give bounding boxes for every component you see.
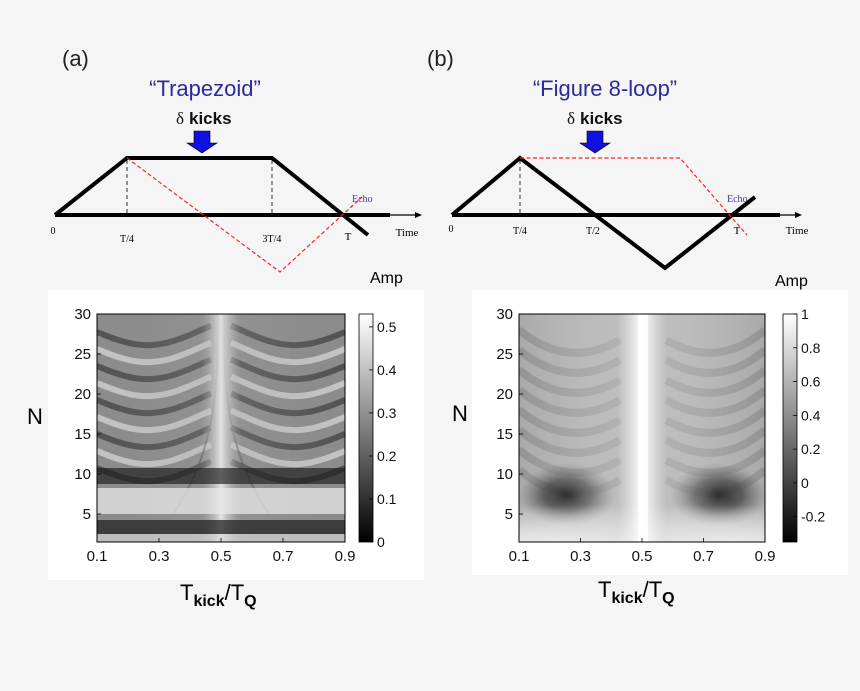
panel-b-colorbar	[782, 313, 798, 543]
colorbar-tick-0: 0	[377, 534, 385, 550]
colorbar-tick-0: 0	[801, 475, 809, 491]
panel-a-kicks-label: kicks	[189, 109, 232, 128]
panel-a-tick-3t4: 3T/4	[263, 234, 282, 245]
x-tick-0.1: 0.1	[87, 548, 108, 565]
panel-b-tick-t: T	[734, 225, 741, 237]
panel-b-tick-0: 0	[449, 224, 454, 235]
colorbar-tick-0.2: 0.2	[377, 448, 397, 464]
panel-b-tick-t2: T/2	[586, 226, 600, 237]
colorbar-tick-0.1: 0.1	[377, 491, 397, 507]
panel-a-heatmap	[97, 314, 345, 542]
panel-a-time-arrow-icon	[415, 212, 422, 218]
panel-a-echo-label: Echo	[352, 194, 373, 205]
y-tick-10: 10	[496, 466, 513, 483]
y-tick-20: 20	[496, 386, 513, 403]
panel-a-tick-0: 0	[51, 226, 56, 237]
x-tick-0.1: 0.1	[509, 548, 530, 565]
panel-a-colorbar	[358, 313, 374, 543]
y-tick-15: 15	[74, 426, 91, 443]
panel-a-kick-arrow-icon	[186, 130, 218, 154]
y-tick-10: 10	[74, 466, 91, 483]
panel-a-x-label-sub1: kick	[193, 593, 224, 610]
panel-b-x-label-sep: /T	[643, 577, 663, 602]
panel-a-x-label-sub2: Q	[244, 593, 256, 610]
x-tick-0.7: 0.7	[693, 548, 714, 565]
x-tick-0.7: 0.7	[273, 548, 294, 565]
y-tick-5: 5	[83, 506, 91, 523]
panel-b-time-arrow-icon	[795, 212, 802, 218]
panel-b-echo-label: Echo	[727, 194, 748, 205]
colorbar-tick-0.6: 0.6	[801, 374, 821, 390]
colorbar-tick--0.2: -0.2	[801, 509, 825, 525]
colorbar-tick-1: 1	[801, 306, 809, 322]
panel-b-x-label-main: T	[598, 577, 611, 602]
panel-b-colorbar-ticks: 1 0.8 0.6 0.4 0.2 0 -0.2	[793, 306, 825, 525]
x-tick-0.5: 0.5	[632, 548, 653, 565]
panel-a-x-label-sep: /T	[225, 580, 245, 605]
panel-a-x-label-main: T	[180, 580, 193, 605]
panel-b-delta: δ	[567, 109, 575, 128]
panel-a-colorbar-title: Amp	[370, 270, 403, 287]
y-tick-30: 30	[496, 306, 513, 323]
panel-b-x-label: Tkick/TQ	[598, 577, 675, 607]
panel-a-tick-t: T	[345, 231, 352, 243]
panel-b-heatmap	[519, 314, 765, 542]
x-tick-0.3: 0.3	[570, 548, 591, 565]
colorbar-tick-0.3: 0.3	[377, 405, 397, 421]
panel-b-time-label: Time	[786, 225, 809, 237]
y-tick-25: 25	[74, 346, 91, 363]
panel-b-echo-path	[520, 157, 748, 236]
colorbar-tick-0.4: 0.4	[377, 362, 397, 378]
panel-a-label: (a)	[62, 46, 89, 71]
panel-b-y-label: N	[452, 401, 468, 426]
x-tick-0.5: 0.5	[211, 548, 232, 565]
panel-a-trapezoid-path	[53, 156, 370, 237]
panel-a-title: “Trapezoid”	[149, 76, 261, 101]
panel-a-y-label: N	[27, 404, 43, 429]
panel-a-x-ticks: 0.1 0.3 0.5 0.7 0.9	[87, 538, 356, 565]
panel-b-tick-t4: T/4	[513, 226, 527, 237]
y-tick-15: 15	[496, 426, 513, 443]
panel-b-x-ticks: 0.1 0.3 0.5 0.7 0.9	[509, 538, 776, 565]
panel-b-figure8-path	[450, 155, 757, 271]
panel-a-delta: δ	[176, 109, 184, 128]
colorbar-tick-0.5: 0.5	[377, 319, 397, 335]
panel-a-tick-t4: T/4	[120, 234, 134, 245]
panel-a-x-label: Tkick/TQ	[180, 580, 257, 610]
panel-b-colorbar-title: Amp	[775, 273, 808, 290]
panel-b-y-ticks: 30 25 20 15 10 5	[496, 306, 523, 523]
panel-a-time-label: Time	[396, 227, 419, 239]
x-tick-0.3: 0.3	[149, 548, 170, 565]
y-tick-25: 25	[496, 346, 513, 363]
panel-b-label: (b)	[427, 46, 454, 71]
x-tick-0.9: 0.9	[755, 548, 776, 565]
panel-a-y-ticks: 30 25 20 15 10 5	[74, 306, 101, 523]
colorbar-tick-0.2: 0.2	[801, 441, 821, 457]
colorbar-tick-0.8: 0.8	[801, 340, 821, 356]
panel-a-echo-path	[126, 157, 363, 273]
y-tick-5: 5	[505, 506, 513, 523]
panel-a-colorbar-ticks: 0.5 0.4 0.3 0.2 0.1 0	[369, 319, 397, 550]
y-tick-30: 30	[74, 306, 91, 323]
panel-b-x-label-sub2: Q	[662, 590, 674, 607]
panel-b-kicks-label: kicks	[580, 109, 623, 128]
y-tick-20: 20	[74, 386, 91, 403]
colorbar-tick-0.4: 0.4	[801, 407, 821, 423]
x-tick-0.9: 0.9	[335, 548, 356, 565]
panel-b-title: “Figure 8-loop”	[533, 76, 677, 101]
panel-b-x-label-sub1: kick	[611, 590, 642, 607]
panel-b-kick-arrow-icon	[579, 130, 611, 154]
